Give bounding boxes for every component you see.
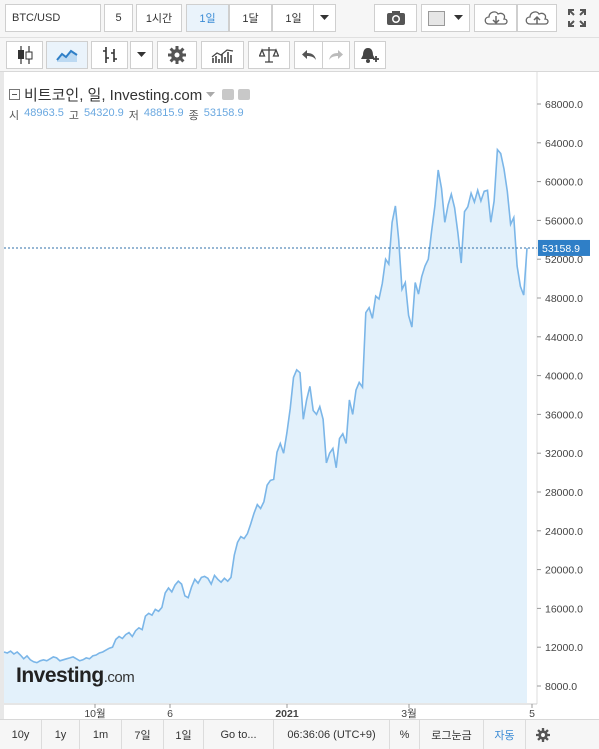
x-tick-label: 3월: [401, 708, 417, 719]
y-tick-label: 16000.0: [545, 603, 583, 615]
goto-button[interactable]: Go to...: [204, 719, 274, 749]
cloud-download-icon: [484, 11, 508, 25]
collapse-icon[interactable]: [9, 89, 20, 100]
range-10y-button[interactable]: 10y: [0, 719, 42, 749]
last-price-tag: [538, 239, 590, 256]
left-edge-bar: [0, 72, 4, 719]
range-dropdown-button[interactable]: [313, 4, 336, 32]
range-7d-button[interactable]: 7일: [122, 719, 164, 749]
chevron-down-icon: [137, 52, 146, 57]
y-tick-label: 64000.0: [545, 138, 583, 150]
chevron-down-icon[interactable]: [206, 91, 216, 98]
y-tick-label: 68000.0: [545, 99, 583, 111]
y-tick-label: 28000.0: [545, 487, 583, 499]
chevron-down-icon: [454, 15, 463, 20]
logo-brand: Investing: [16, 664, 104, 687]
y-tick-label: 60000.0: [545, 177, 583, 189]
scale-icon: [259, 47, 279, 63]
close-label: 종: [188, 110, 199, 122]
investing-logo: Investing.com: [16, 664, 135, 688]
symbol-input[interactable]: BTC/USD: [5, 4, 101, 32]
range-1y-button[interactable]: 1y: [42, 719, 80, 749]
load-cloud-button[interactable]: [474, 4, 517, 32]
undo-icon: [301, 50, 316, 60]
bottom-toolbar: 10y 1y 1m 7일 1일 Go to... 06:36:06 (UTC+9…: [0, 719, 599, 749]
fullscreen-icon: [568, 9, 586, 27]
y-tick-label: 32000.0: [545, 448, 583, 460]
area-chart-icon: [56, 49, 78, 62]
y-tick-label: 52000.0: [545, 254, 583, 266]
chart-settings-button[interactable]: [526, 720, 559, 749]
high-value: 54320.9: [84, 107, 124, 119]
clock-display: 06:36:06 (UTC+9): [274, 719, 390, 749]
ohlc-bar-button[interactable]: [91, 41, 128, 69]
settings-button[interactable]: [157, 41, 197, 69]
candlestick-icon: [17, 46, 32, 64]
color-button[interactable]: [421, 4, 470, 32]
auto-scale-button[interactable]: 자동: [484, 719, 526, 749]
range-select[interactable]: 1일: [272, 4, 315, 32]
fullscreen-button[interactable]: [561, 4, 593, 32]
gear-icon: [535, 727, 550, 742]
percent-scale-button[interactable]: %: [390, 719, 420, 749]
open-label: 시: [9, 110, 20, 122]
cloud-upload-icon: [525, 11, 549, 25]
x-tick-label: 10월: [84, 708, 105, 719]
y-tick-label: 56000.0: [545, 215, 583, 227]
screenshot-button[interactable]: [374, 4, 417, 32]
high-label: 고: [68, 110, 80, 122]
alert-button[interactable]: [354, 41, 386, 69]
chart-title: 비트코인, 일, Investing.com: [24, 87, 203, 104]
interval-1month-button[interactable]: 1달: [229, 4, 272, 32]
indicators-button[interactable]: [201, 41, 244, 69]
price-line: [3, 147, 528, 664]
visibility-icon[interactable]: [222, 89, 235, 100]
redo-button[interactable]: [322, 41, 350, 69]
y-tick-label: 24000.0: [545, 526, 583, 538]
open-value: 48963.5: [24, 107, 64, 119]
chevron-down-icon: [320, 15, 329, 20]
log-scale-button[interactable]: 로그눈금: [420, 719, 484, 749]
save-cloud-button[interactable]: [517, 4, 557, 32]
candlestick-button[interactable]: [6, 41, 43, 69]
low-value: 48815.9: [143, 107, 184, 119]
y-tick-label: 36000.0: [545, 409, 583, 421]
redo-icon: [329, 50, 343, 60]
chart-title-row: 비트코인, 일, Investing.com: [9, 84, 251, 105]
ohlc-values: 시 48963.5 고 54320.9 저 48815.9 종 53158.9: [9, 107, 244, 123]
close-value: 53158.9: [203, 107, 244, 119]
y-tick-label: 20000.0: [545, 565, 583, 577]
indicators-icon: [211, 49, 233, 63]
y-tick-label: 12000.0: [545, 642, 583, 654]
price-chart[interactable]: 8000.0 12000.0 16000.0 20000.0 24000.0 28000.…: [0, 72, 599, 719]
last-price-tag-label: 53158.9: [542, 243, 580, 255]
gear-icon: [168, 46, 186, 64]
chart-type-dropdown[interactable]: [130, 41, 153, 69]
interval-1h-button[interactable]: 1시간: [136, 4, 182, 32]
y-tick-label: 40000.0: [545, 371, 583, 383]
x-tick-label: 6: [167, 708, 173, 719]
area-chart-button[interactable]: [46, 41, 88, 69]
y-tick-label: 48000.0: [545, 293, 583, 305]
bell-plus-icon: [361, 48, 379, 63]
color-swatch-icon: [428, 10, 445, 26]
x-tick-label: 2021: [275, 708, 299, 719]
low-label: 저: [128, 110, 139, 122]
y-tick-label: 8000.0: [545, 681, 577, 693]
ohlc-bar-icon: [102, 47, 117, 63]
range-1d-button[interactable]: 1일: [164, 719, 204, 749]
camera-icon: [386, 11, 405, 25]
undo-button[interactable]: [294, 41, 322, 69]
interval-1d-button[interactable]: 1일: [186, 4, 229, 32]
y-axis-panel: [537, 72, 599, 719]
gear-icon[interactable]: [238, 89, 251, 100]
compare-button[interactable]: [248, 41, 290, 69]
y-tick-label: 44000.0: [545, 332, 583, 344]
logo-domain: .com: [103, 669, 135, 686]
range-1m-button[interactable]: 1m: [80, 719, 122, 749]
x-tick-label: 5: [529, 708, 535, 719]
interval-5-button[interactable]: 5: [104, 4, 133, 32]
price-area-fill: [4, 149, 527, 704]
